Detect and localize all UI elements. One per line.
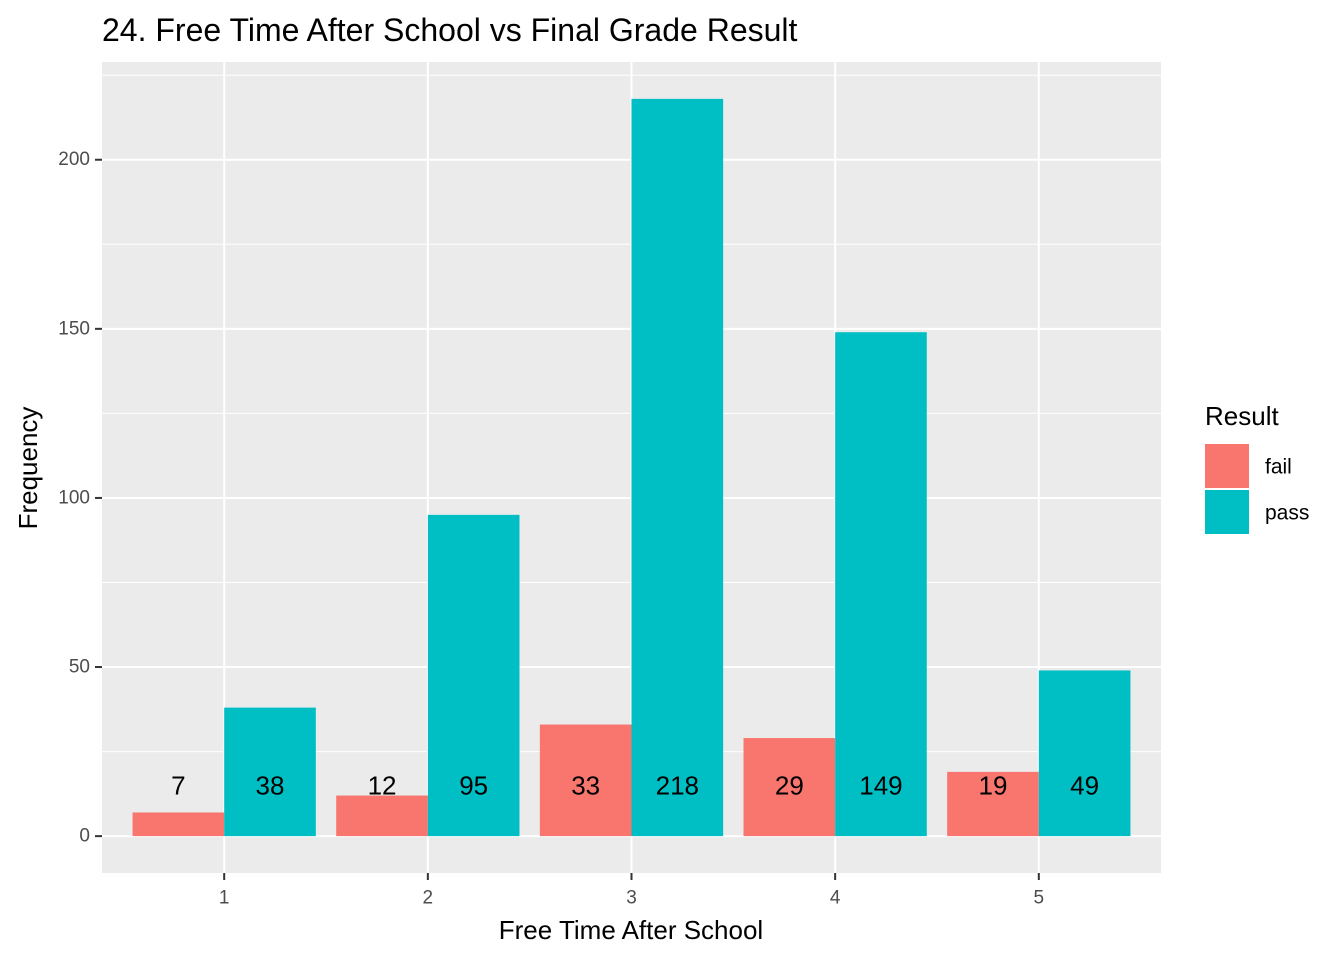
legend-key-pass — [1205, 490, 1249, 534]
legend-title: Result — [1205, 401, 1279, 431]
y-tick-label: 100 — [58, 487, 90, 508]
data-label-fail-1: 7 — [171, 770, 185, 800]
y-tick-label: 200 — [58, 149, 90, 170]
bar-pass-4 — [835, 332, 927, 837]
data-label-pass-1: 38 — [256, 770, 285, 800]
data-label-pass-3: 218 — [656, 770, 699, 800]
bar-pass-5 — [1038, 670, 1131, 837]
bar-pass-2 — [427, 514, 520, 837]
bars — [132, 98, 1131, 837]
bar-pass-1 — [224, 707, 316, 837]
data-label-fail-5: 19 — [979, 770, 1008, 800]
y-axis-title: Frequency — [13, 407, 43, 530]
x-tick-label: 1 — [219, 888, 230, 909]
bar-fail-4 — [743, 738, 836, 837]
y-tick-label: 150 — [58, 318, 90, 339]
data-label-fail-4: 29 — [775, 770, 804, 800]
x-tick-label: 5 — [1034, 888, 1045, 909]
legend-key-fail — [1205, 444, 1249, 488]
data-label-pass-5: 49 — [1070, 770, 1099, 800]
legend: Result fail pass — [1205, 401, 1309, 534]
x-tick-label: 2 — [423, 888, 434, 909]
x-tick-label: 4 — [830, 888, 841, 909]
bar-fail-1 — [132, 812, 225, 837]
data-label-fail-3: 33 — [571, 770, 600, 800]
legend-label-fail: fail — [1265, 456, 1292, 479]
x-axis-title: Free Time After School — [499, 915, 763, 945]
data-labels: 7 12 33 29 19 38 95 218 149 49 — [171, 770, 1099, 800]
x-tick-label: 3 — [626, 888, 637, 909]
y-tick-label: 50 — [69, 657, 90, 678]
legend-label-pass: pass — [1265, 502, 1309, 525]
chart-title: 24. Free Time After School vs Final Grad… — [102, 12, 798, 48]
y-axis-ticks: 0 50 100 150 200 — [58, 149, 102, 847]
bar-fail-3 — [539, 724, 632, 837]
y-tick-label: 0 — [79, 826, 90, 847]
bar-fail-2 — [336, 795, 428, 837]
x-axis-ticks: 1 2 3 4 5 — [219, 873, 1044, 909]
bar-fail-5 — [947, 771, 1039, 837]
data-label-fail-2: 12 — [368, 770, 397, 800]
bar-pass-3 — [631, 98, 724, 837]
data-label-pass-2: 95 — [459, 770, 488, 800]
data-label-pass-4: 149 — [859, 770, 902, 800]
